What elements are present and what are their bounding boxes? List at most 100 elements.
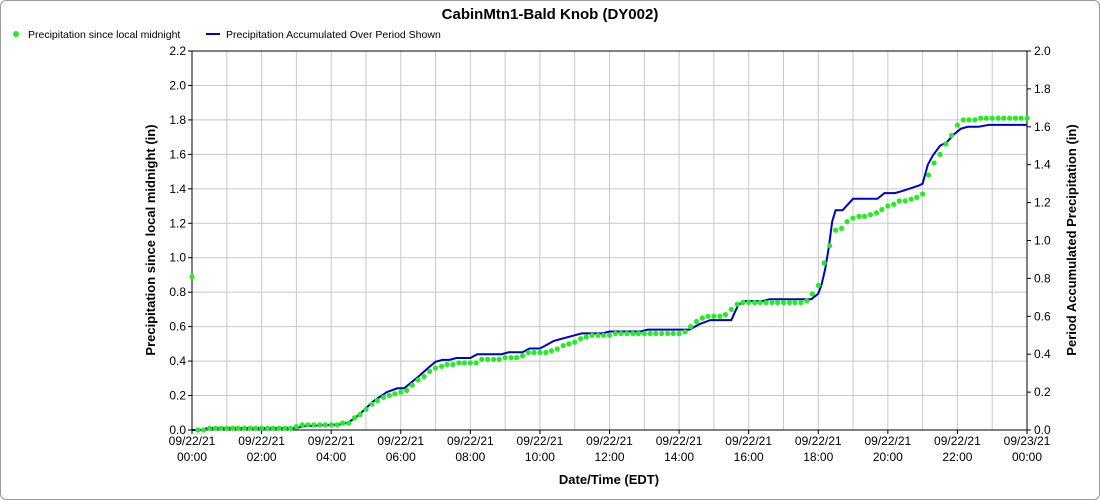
midnight-data-point: [717, 313, 723, 319]
midnight-data-point: [514, 355, 520, 361]
midnight-data-point: [763, 299, 769, 306]
midnight-data-point: [409, 382, 415, 388]
y-left-tick-label: 0.8: [169, 285, 186, 299]
series-accumulated-line: [192, 123, 1027, 431]
midnight-data-point: [1007, 115, 1013, 121]
midnight-data-point: [264, 425, 271, 431]
y-right-tick-label: 1.0: [1034, 234, 1051, 248]
x-tick-time: 08:00: [455, 450, 485, 464]
midnight-data-point: [676, 330, 682, 337]
y-right-tick-label: 0.0: [1034, 423, 1051, 437]
x-tick-date: 09/22/21: [586, 434, 633, 448]
midnight-data-point: [566, 341, 572, 347]
midnight-data-point: [804, 298, 810, 304]
midnight-data-point: [456, 360, 462, 366]
y-right-tick-label: 0.2: [1034, 385, 1051, 399]
midnight-data-point: [960, 117, 966, 123]
x-tick-time: 20:00: [873, 450, 903, 464]
midnight-data-point: [230, 425, 236, 431]
x-tick-time: 02:00: [247, 450, 277, 464]
midnight-data-point: [653, 330, 659, 337]
y-left-tick-label: 0.6: [169, 320, 186, 334]
y-right-tick-label: 0.8: [1034, 271, 1051, 285]
midnight-data-point: [572, 339, 578, 345]
midnight-data-point: [908, 196, 914, 202]
midnight-data-point: [189, 274, 195, 280]
midnight-data-point: [293, 424, 299, 430]
midnight-data-point: [983, 115, 989, 121]
midnight-data-point: [589, 332, 595, 338]
midnight-data-point: [595, 332, 601, 338]
y-left-tick-label: 2.2: [169, 44, 186, 58]
midnight-data-point: [618, 330, 624, 337]
midnight-data-point: [421, 374, 427, 380]
x-tick-time: 16:00: [734, 450, 764, 464]
x-tick-date: 09/23/21: [1004, 434, 1051, 448]
midnight-data-point: [728, 306, 734, 312]
midnight-data-point: [774, 299, 781, 306]
midnight-data-point: [606, 332, 613, 338]
y-right-tick-label: 1.8: [1034, 82, 1051, 96]
midnight-data-point: [798, 299, 804, 306]
x-tick-date: 09/22/21: [656, 434, 703, 448]
midnight-data-point: [792, 299, 798, 306]
midnight-data-point: [461, 360, 467, 366]
midnight-data-point: [635, 330, 642, 337]
legend: Precipitation since local midnight Preci…: [13, 29, 441, 41]
midnight-data-point: [1001, 115, 1007, 121]
x-tick-date: 09/22/21: [725, 434, 772, 448]
y-axis-left-label: Precipitation since local midnight (in): [143, 124, 158, 355]
y-left-tick-label: 1.8: [169, 113, 186, 127]
midnight-data-point: [578, 336, 584, 342]
midnight-data-point: [978, 115, 984, 121]
midnight-data-point: [989, 115, 995, 121]
midnight-data-point: [485, 356, 491, 362]
midnight-data-point: [641, 330, 647, 337]
midnight-data-point: [786, 299, 793, 306]
midnight-data-point: [867, 212, 874, 218]
x-tick-time: 10:00: [525, 450, 555, 464]
midnight-data-point: [531, 349, 537, 356]
midnight-data-point: [473, 360, 479, 366]
midnight-data-point: [340, 420, 346, 426]
midnight-data-point: [346, 420, 352, 426]
midnight-data-point: [543, 349, 549, 356]
midnight-data-point: [856, 213, 862, 219]
midnight-data-point: [450, 361, 456, 368]
midnight-data-point: [885, 203, 891, 209]
midnight-data-point: [896, 198, 902, 204]
midnight-data-point: [195, 427, 201, 433]
midnight-data-point: [873, 210, 880, 216]
midnight-data-point: [665, 330, 671, 337]
midnight-data-point: [931, 160, 937, 166]
midnight-data-point: [815, 282, 821, 288]
midnight-data-point: [722, 312, 729, 318]
x-tick-date: 09/22/21: [377, 434, 424, 448]
x-tick-date: 09/22/21: [934, 434, 981, 448]
midnight-data-point: [1018, 115, 1024, 121]
midnight-data-point: [444, 361, 450, 368]
midnight-data-point: [861, 213, 868, 219]
midnight-data-point: [386, 392, 392, 399]
midnight-data-point: [827, 243, 833, 249]
y-right-tick-label: 1.6: [1034, 120, 1051, 134]
midnight-data-point: [224, 425, 230, 431]
midnight-data-point: [392, 391, 398, 397]
midnight-data-point: [833, 227, 839, 233]
midnight-data-point: [317, 422, 323, 428]
legend-label-accumulated: Precipitation Accumulated Over Period Sh…: [226, 29, 441, 41]
axis-ticks: 0.00.20.40.60.81.01.21.41.61.82.02.20.00…: [169, 44, 1051, 464]
midnight-data-point: [746, 299, 752, 306]
midnight-data-point: [705, 313, 711, 319]
midnight-data-point: [270, 425, 276, 431]
midnight-data-point: [670, 330, 676, 337]
y-left-tick-label: 0.4: [169, 354, 186, 368]
midnight-data-point: [925, 172, 932, 178]
midnight-data-point: [305, 422, 311, 428]
y-left-tick-label: 1.0: [169, 251, 186, 265]
midnight-data-point: [398, 389, 404, 395]
midnight-data-point: [508, 355, 514, 361]
chart-title: CabinMtn1-Bald Knob (DY002): [442, 6, 659, 23]
midnight-data-point: [525, 349, 532, 356]
